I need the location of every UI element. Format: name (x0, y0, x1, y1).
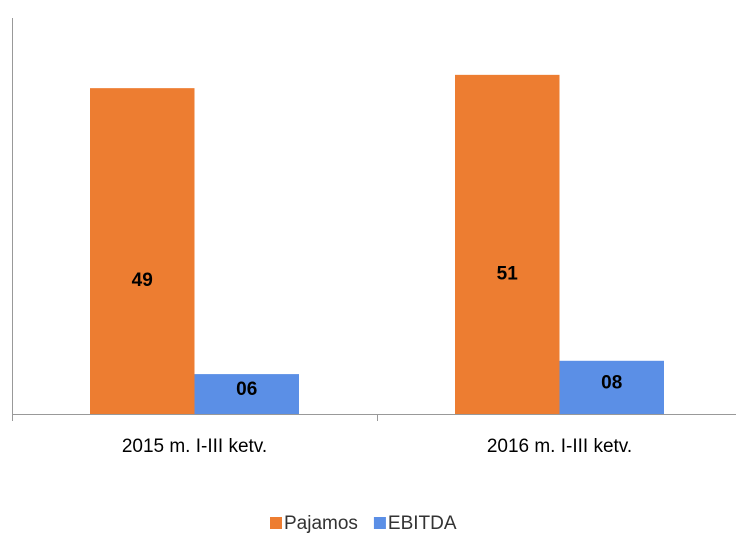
bar (90, 88, 195, 415)
data-label: 08 (601, 372, 622, 393)
data-label: 49 (132, 270, 153, 291)
data-label: 06 (236, 379, 257, 400)
x-tick-label: 2016 m. I-III ketv. (487, 436, 632, 457)
legend-label: EBITDA (388, 513, 457, 534)
legend-label: Pajamos (284, 513, 358, 534)
legend-swatch (270, 517, 282, 529)
bar (455, 74, 560, 414)
bar (194, 374, 299, 414)
legend-swatch (373, 517, 386, 529)
bar (559, 360, 664, 414)
x-tick-label: 2015 m. I-III ketv. (122, 436, 267, 457)
data-label: 51 (497, 263, 519, 284)
